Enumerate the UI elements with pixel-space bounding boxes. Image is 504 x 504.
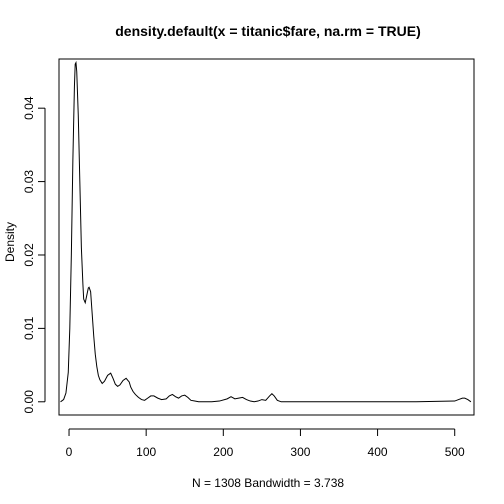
x-tick-label: 500: [445, 445, 465, 459]
x-tick-label: 100: [136, 445, 156, 459]
y-tick-label: 0.03: [22, 170, 36, 194]
chart-title: density.default(x = titanic$fare, na.rm …: [115, 23, 420, 39]
y-tick-label: 0.02: [22, 243, 36, 267]
x-tick-label: 300: [290, 445, 310, 459]
y-tick-label: 0.01: [22, 316, 36, 340]
x-axis-label: N = 1308 Bandwidth = 3.738: [192, 476, 344, 490]
y-tick-label: 0.00: [22, 390, 36, 414]
x-tick-label: 0: [66, 445, 73, 459]
x-axis: 0 100 200 300 400 500: [66, 428, 465, 459]
plot-frame: [58, 58, 475, 416]
density-curve: [60, 60, 472, 403]
x-tick-label: 200: [213, 445, 233, 459]
y-axis: 0.00 0.01 0.02 0.03 0.04: [22, 96, 46, 414]
y-tick-label: 0.04: [22, 96, 36, 120]
x-tick-label: 400: [368, 445, 388, 459]
y-axis-label: Density: [3, 222, 17, 262]
